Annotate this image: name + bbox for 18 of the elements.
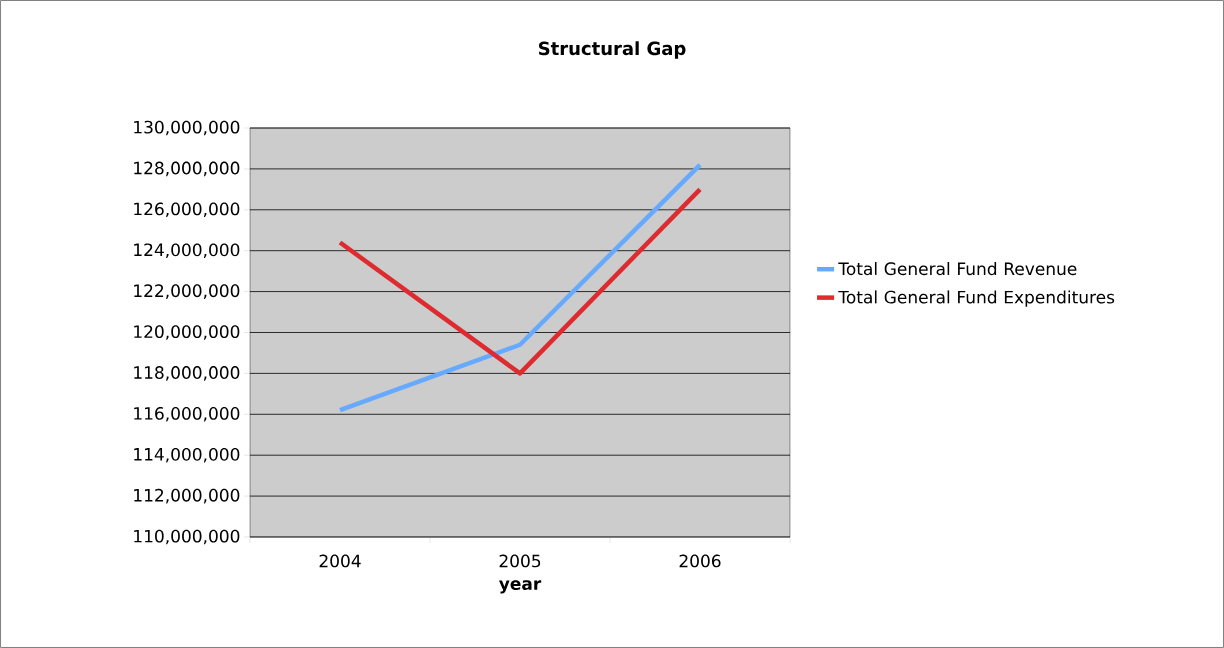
- x-tick-label: 2004: [319, 554, 361, 568]
- chart-title: Structural Gap: [538, 41, 686, 59]
- legend-label: Total General Fund Expenditures: [838, 290, 1115, 307]
- x-tick-label: 2006: [679, 554, 721, 568]
- y-tick-label: 114,000,000: [134, 447, 240, 463]
- y-tick-label: 110,000,000: [134, 529, 240, 545]
- y-tick-label: 120,000,000: [134, 325, 240, 340]
- y-tick-label: 124,000,000: [134, 243, 240, 258]
- y-tick-label: 128,000,000: [134, 161, 240, 177]
- y-tick-label: 122,000,000: [134, 284, 240, 299]
- x-tick-label: 2005: [499, 554, 541, 568]
- x-axis-title: year: [498, 580, 542, 594]
- y-tick-label: 130,000,000: [134, 120, 240, 136]
- legend-label: Total General Fund Revenue: [838, 261, 1077, 276]
- y-tick-label: 116,000,000: [134, 406, 240, 422]
- y-tick-label: 118,000,000: [134, 366, 240, 381]
- y-tick-label: 126,000,000: [134, 202, 240, 218]
- y-tick-label: 112,000,000: [134, 488, 240, 504]
